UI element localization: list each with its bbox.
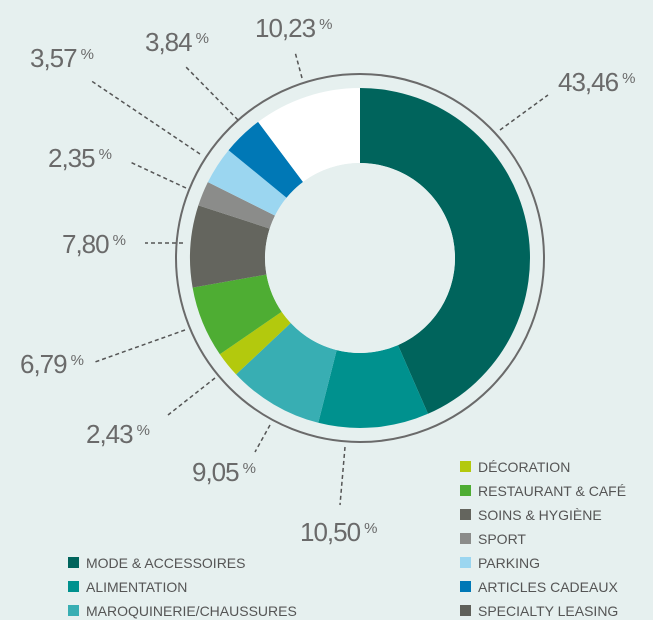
value-label: 7,80% xyxy=(62,229,126,259)
leader xyxy=(94,329,186,363)
leader xyxy=(339,446,346,506)
legend-swatch xyxy=(460,605,471,616)
legend-label: MODE & ACCESSOIRES xyxy=(86,555,245,571)
value-text: 10,50 xyxy=(300,517,361,547)
value-label: 9,05% xyxy=(192,457,256,487)
legend-swatch xyxy=(460,557,471,568)
value-text: 2,35 xyxy=(48,143,95,173)
donut-segment xyxy=(207,150,287,216)
value-text: 9,05 xyxy=(192,457,239,487)
donut-segment xyxy=(236,323,337,423)
value-unit: % xyxy=(71,352,84,369)
legend-swatch xyxy=(460,581,471,592)
value-text: 7,80 xyxy=(62,229,109,259)
donut-hole xyxy=(265,163,455,353)
value-text: 43,46 xyxy=(558,67,619,97)
donut-segment xyxy=(192,274,282,355)
leader xyxy=(254,424,271,453)
leader xyxy=(89,79,201,155)
value-text: 3,84 xyxy=(145,27,192,57)
legend-label: ARTICLES CADEAUX xyxy=(478,579,618,595)
value-text: 2,43 xyxy=(86,419,133,449)
value-label: 6,79% xyxy=(20,349,84,379)
legend-label: RESTAURANT & CAFÉ xyxy=(478,483,626,499)
legend-label: DÉCORATION xyxy=(478,459,570,475)
value-unit: % xyxy=(364,520,377,537)
legend-swatch xyxy=(68,557,79,568)
legend-swatch xyxy=(68,581,79,592)
leader xyxy=(294,51,303,79)
donut-segment xyxy=(228,121,304,198)
value-label: 10,23% xyxy=(255,13,332,43)
value-label: 2,35% xyxy=(48,143,112,173)
donut-segment xyxy=(258,88,360,182)
value-label: 10,50% xyxy=(300,517,377,547)
value-unit: % xyxy=(81,46,94,63)
donut-segment xyxy=(219,311,291,375)
legend-swatch xyxy=(460,485,471,496)
value-unit: % xyxy=(113,232,126,249)
value-unit: % xyxy=(137,422,150,439)
value-unit: % xyxy=(99,146,112,163)
outer-ring xyxy=(175,73,545,443)
legend-swatch xyxy=(68,605,79,616)
leader xyxy=(129,161,187,189)
value-label: 2,43% xyxy=(86,419,150,449)
value-unit: % xyxy=(622,70,635,87)
leader xyxy=(167,377,216,416)
legend-label: PARKING xyxy=(478,555,540,571)
leaders xyxy=(89,51,549,506)
legend-swatch xyxy=(460,509,471,520)
donut-segment xyxy=(190,205,270,288)
legend-swatch xyxy=(460,533,471,544)
value-label: 3,84% xyxy=(145,27,209,57)
legend-label: MAROQUINERIE/CHAUSSURES xyxy=(86,603,297,619)
legend-label: ALIMENTATION xyxy=(86,579,187,595)
value-unit: % xyxy=(243,460,256,477)
value-label: 43,46% xyxy=(558,67,635,97)
donut-segment xyxy=(318,345,428,429)
legend-swatch xyxy=(460,461,471,472)
legend-label: SPECIALTY LEASING xyxy=(478,603,618,619)
value-unit: % xyxy=(196,30,209,47)
legend-label: SOINS & HYGIÈNE xyxy=(478,507,602,523)
donut-segment xyxy=(360,88,531,414)
value-text: 10,23 xyxy=(255,13,316,43)
donut-segment xyxy=(198,182,275,229)
leader xyxy=(184,65,239,121)
value-text: 3,57 xyxy=(30,43,77,73)
leader xyxy=(499,94,549,131)
value-label: 3,57% xyxy=(30,43,94,73)
value-unit: % xyxy=(319,16,332,33)
legend-label: SPORT xyxy=(478,531,526,547)
value-text: 6,79 xyxy=(20,349,67,379)
